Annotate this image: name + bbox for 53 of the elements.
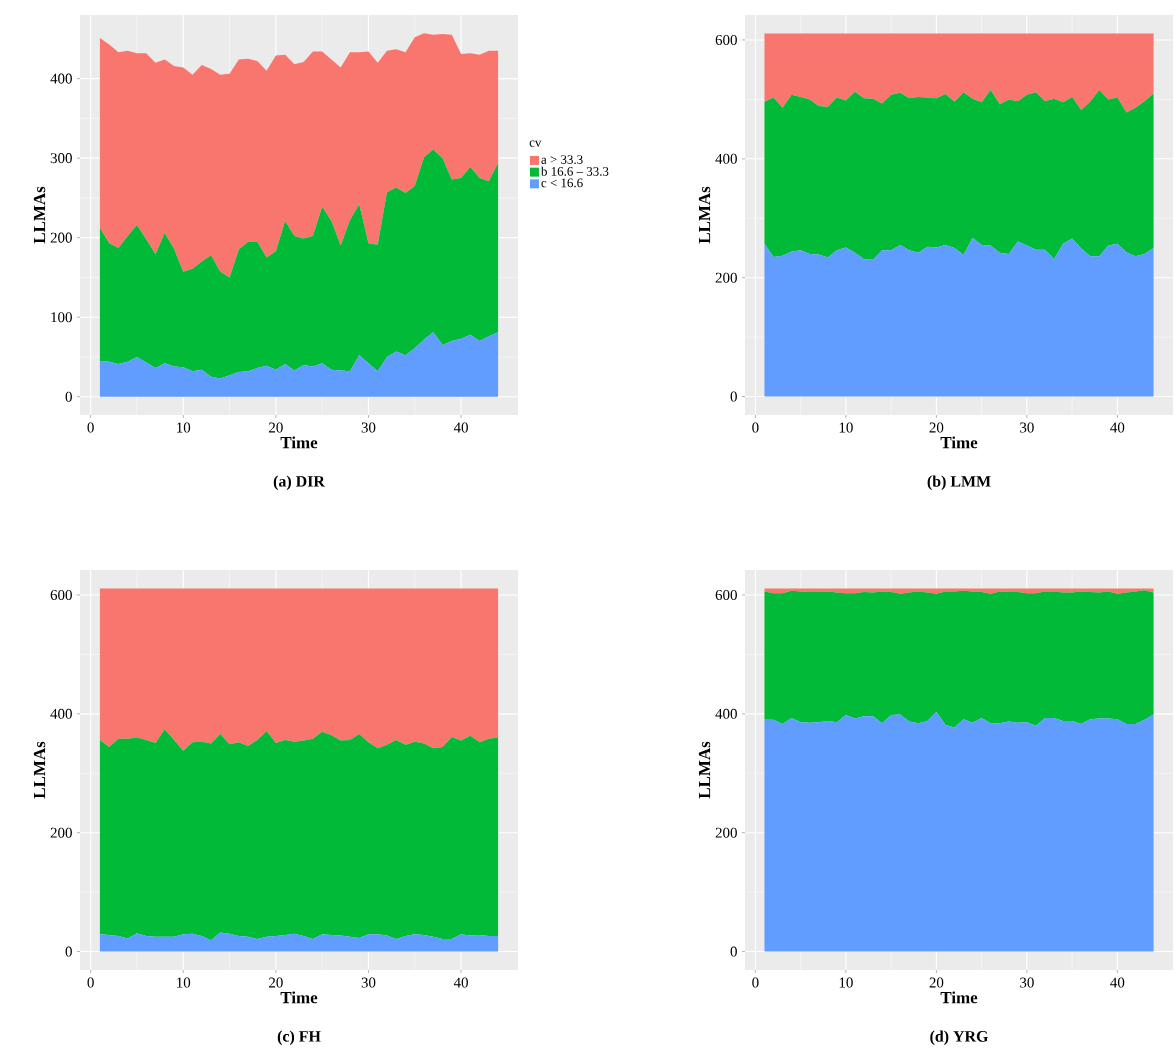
y-tick-label: 300 <box>50 153 72 164</box>
x-tick-label: 10 <box>839 422 853 433</box>
y-tick-label: 0 <box>730 391 737 402</box>
y-tick-label: 600 <box>50 589 72 600</box>
y-tick-label: 400 <box>715 153 737 164</box>
y-tick-label: 400 <box>50 73 72 84</box>
x-tick-label: 0 <box>87 422 94 433</box>
y-axis-title: LLMAs <box>698 186 711 244</box>
x-tick-label: 20 <box>269 977 283 988</box>
x-tick-label: 40 <box>1110 977 1125 988</box>
x-tick-label: 40 <box>453 422 468 433</box>
y-tick-label: 0 <box>730 946 737 957</box>
x-axis-title: Time <box>280 991 318 1004</box>
x-tick-label: 30 <box>361 977 376 988</box>
x-axis-title: Time <box>280 436 318 449</box>
x-axis-title: Time <box>940 436 978 449</box>
x-tick-label: 0 <box>752 422 759 433</box>
x-tick-label: 20 <box>929 977 944 988</box>
x-tick-label: 40 <box>453 977 468 988</box>
legend-label: a > 33.3 <box>541 155 583 164</box>
text: (a) DIR <box>273 475 326 490</box>
y-tick-label: 0 <box>65 391 72 402</box>
x-tick-label: 30 <box>1020 977 1034 988</box>
legend-label: c < 16.6 <box>541 178 583 188</box>
legend-title: cv <box>529 140 542 147</box>
y-tick-label: 200 <box>715 272 737 283</box>
text: (c) FH <box>277 1030 321 1045</box>
y-axis-title: LLMAs <box>33 741 46 799</box>
x-tick-label: 0 <box>752 977 759 988</box>
x-tick-label: 30 <box>361 422 376 433</box>
y-axis-title: LLMAs <box>698 741 711 799</box>
x-tick-label: 20 <box>929 422 944 433</box>
y-tick-label: 400 <box>50 708 72 719</box>
y-tick-label: 0 <box>65 946 72 957</box>
x-tick-label: 10 <box>177 977 191 988</box>
x-tick-label: 10 <box>839 977 853 988</box>
y-tick-label: 600 <box>715 589 737 600</box>
y-tick-label: 100 <box>51 312 72 323</box>
y-tick-label: 200 <box>715 827 737 838</box>
x-tick-label: 0 <box>87 977 94 988</box>
y-tick-label: 200 <box>50 827 72 838</box>
y-axis-title: LLMAs <box>33 186 46 244</box>
legend-label: b 16.6 – 33.3 <box>540 166 609 176</box>
y-tick-label: 400 <box>715 708 737 719</box>
text: (d) YRG <box>930 1030 988 1045</box>
x-tick-label: 30 <box>1020 422 1034 433</box>
x-tick-label: 20 <box>269 422 283 433</box>
text: (b) LMM <box>927 475 991 490</box>
x-tick-label: 10 <box>177 422 191 433</box>
x-tick-label: 40 <box>1110 422 1125 433</box>
x-axis-title: Time <box>940 991 978 1004</box>
y-tick-label: 600 <box>715 34 737 45</box>
y-tick-label: 200 <box>50 232 72 243</box>
